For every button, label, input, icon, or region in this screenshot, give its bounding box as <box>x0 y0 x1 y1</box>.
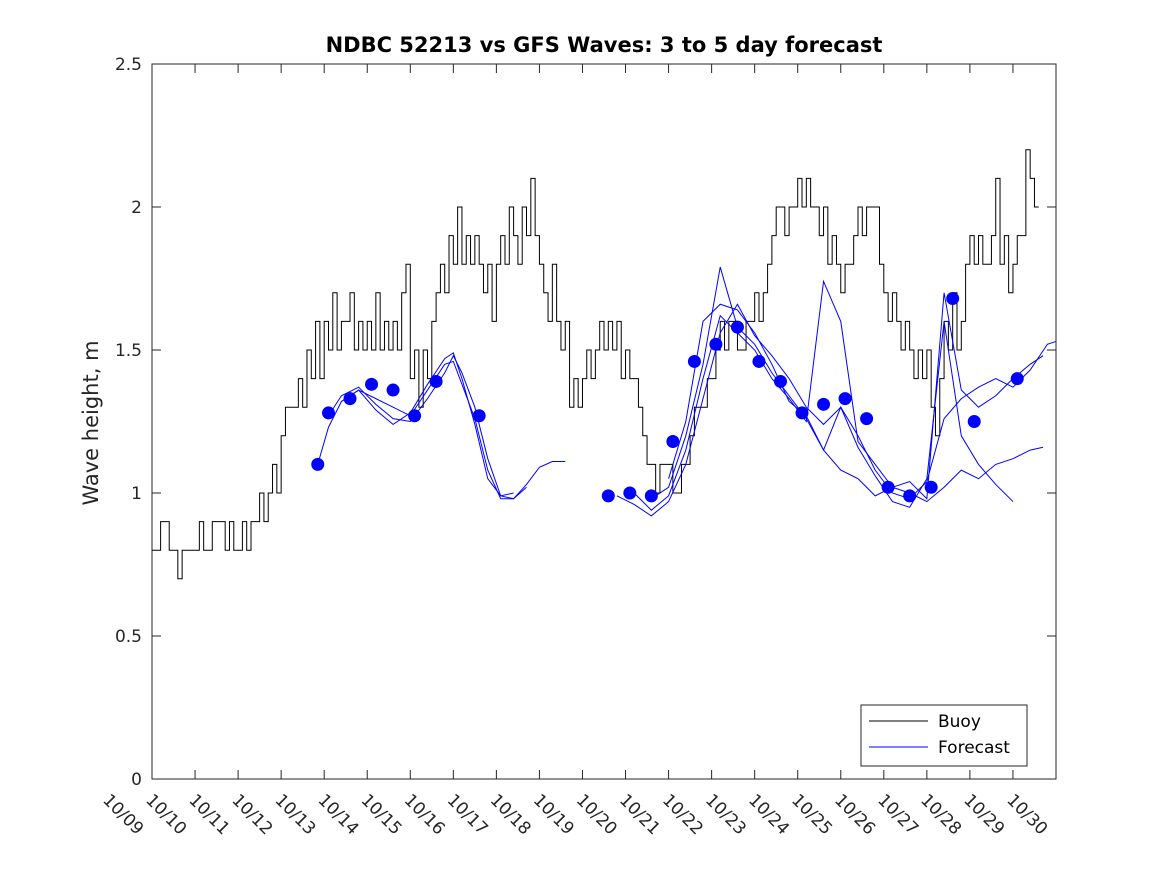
y-axis: 0 0.5 1 1.5 2 2.5 <box>115 55 1056 790</box>
forecast-point <box>860 412 874 426</box>
forecast-point <box>321 406 335 420</box>
forecast-point <box>343 392 357 406</box>
forecast-point <box>408 409 422 423</box>
forecast-point <box>644 489 658 503</box>
chart-title: NDBC 52213 vs GFS Waves: 3 to 5 day fore… <box>326 33 883 57</box>
legend-box <box>860 704 1028 767</box>
y-tick-label: 1.5 <box>115 341 142 361</box>
forecast-point <box>311 457 325 471</box>
y-tick-label: 0.5 <box>115 627 142 647</box>
forecast-point <box>687 354 701 368</box>
forecast-series <box>317 266 1057 517</box>
forecast-run-line <box>633 279 1044 511</box>
buoy-series <box>152 149 1039 580</box>
forecast-point <box>709 337 723 351</box>
forecast-point <box>1010 372 1024 386</box>
forecast-point <box>623 486 637 500</box>
legend-buoy-label: Buoy <box>938 712 981 732</box>
y-tick-label: 1 <box>131 484 142 504</box>
y-tick-label: 2.5 <box>115 55 142 75</box>
forecast-point <box>773 374 787 388</box>
forecast-point <box>946 292 960 306</box>
forecast-point <box>795 406 809 420</box>
legend-forecast-label: Forecast <box>938 738 1010 758</box>
forecast-run-line <box>341 352 514 497</box>
forecast-point <box>472 409 486 423</box>
forecast-point <box>967 415 981 428</box>
forecast-run-line <box>668 292 1044 500</box>
forecast-point <box>817 397 831 411</box>
forecast-points <box>311 292 1024 503</box>
forecast-point <box>429 374 443 388</box>
forecast-point <box>924 480 938 494</box>
forecast-point <box>903 489 917 503</box>
axes-box <box>151 63 1057 780</box>
y-tick-label: 2 <box>131 198 142 218</box>
forecast-point <box>881 480 895 494</box>
forecast-point <box>666 435 680 449</box>
forecast-point <box>838 392 852 406</box>
forecast-run-line <box>328 354 527 500</box>
forecast-point <box>730 320 744 334</box>
buoy-line <box>152 149 1039 580</box>
forecast-point <box>365 377 379 391</box>
forecast-point <box>601 489 615 503</box>
y-axis-label: Wave height, m <box>79 340 103 505</box>
y-tick-label: 0 <box>131 770 142 790</box>
forecast-point <box>386 383 400 397</box>
forecast-point <box>752 354 766 368</box>
forecast-run-line <box>651 266 1014 508</box>
legend: Buoy Forecast <box>860 704 1028 767</box>
